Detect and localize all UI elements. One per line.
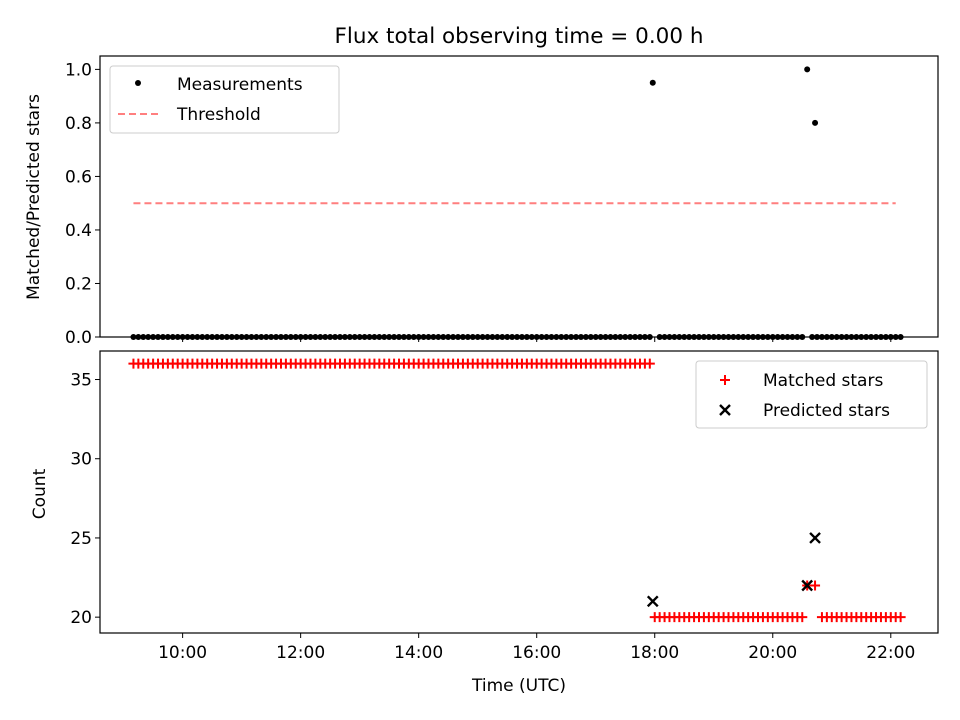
measurement-point: [804, 66, 811, 73]
measurement-point: [812, 119, 819, 126]
legend-measurements-label: Measurements: [177, 75, 303, 95]
legend-measurements-marker: [135, 80, 141, 86]
chart-title: Flux total observing time = 0.00 h: [335, 24, 704, 49]
y-tick-label: 35: [70, 371, 92, 391]
matched-star-point: [797, 612, 808, 623]
x-tick-label: 14:00: [394, 643, 443, 663]
axes-frame: [99, 55, 939, 338]
measurement-point: [649, 79, 656, 86]
x-tick-label: 18:00: [630, 643, 679, 663]
predicted-star-point: [801, 579, 814, 592]
y-tick-label: 30: [70, 450, 92, 470]
matched-star-point: [895, 612, 906, 623]
legend-threshold-label: Threshold: [176, 105, 261, 125]
y-tick-label: 0.4: [65, 221, 92, 241]
x-axis-label: Time (UTC): [471, 676, 566, 696]
legend-box: [695, 360, 928, 429]
predicted-star-point: [809, 532, 821, 544]
x-tick-label: 20:00: [748, 643, 797, 663]
bottom-y-axis-label: Count: [30, 468, 50, 519]
matched-star-point: [644, 358, 655, 369]
x-tick-label: 10:00: [158, 643, 207, 663]
y-tick-label: 0.0: [65, 328, 92, 348]
y-tick-label: 0.8: [65, 114, 92, 134]
bottom-panel: 20 25 30 35 10:00 12:00 14:00 16:00 18:00 20:00 22…: [70, 350, 939, 663]
top-legend: Measurements Threshold: [109, 65, 340, 134]
top-y-axis-label: Matched/Predicted stars: [24, 94, 44, 300]
matched-star-point: [810, 580, 821, 591]
legend-box: [109, 65, 340, 134]
y-tick-label: 25: [70, 529, 92, 549]
y-tick-label: 0.6: [65, 167, 92, 187]
legend-predicted-marker: [719, 404, 731, 416]
x-tick-label: 12:00: [276, 643, 325, 663]
axes-frame: [99, 350, 939, 634]
y-tick-label: 20: [70, 608, 92, 628]
y-tick-label: 1.0: [65, 60, 92, 80]
y-tick-label: 0.2: [65, 274, 92, 294]
x-tick-label: 22:00: [866, 643, 915, 663]
x-tick-label: 16:00: [512, 643, 561, 663]
top-panel: 0.0 0.2 0.4 0.6 0.8 1.0 Measurements Threshold: [65, 55, 939, 348]
legend-matched-label: Matched stars: [763, 371, 883, 391]
predicted-star-point: [646, 595, 659, 608]
legend-matched-marker: [720, 375, 730, 385]
bottom-legend: Matched stars Predicted stars: [695, 360, 928, 429]
legend-predicted-label: Predicted stars: [763, 401, 890, 421]
